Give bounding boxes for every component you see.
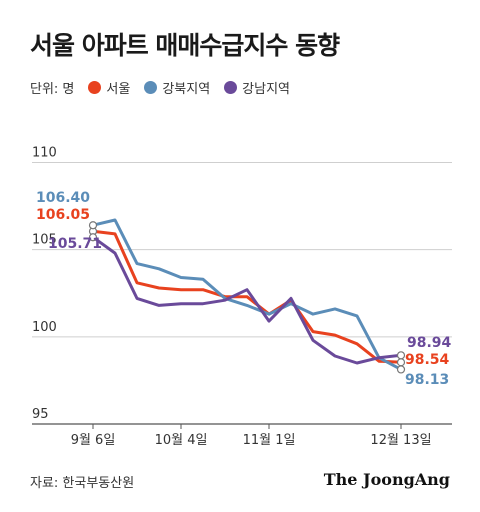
source-note: 자료: 한국부동산원 <box>30 476 135 491</box>
unit-label: 단위: 명 <box>30 82 75 97</box>
x-tick-label: 11월 1일 <box>243 433 296 448</box>
y-tick-label: 95 <box>32 407 49 422</box>
endpoint-marker <box>88 221 98 230</box>
endpoint-marker <box>396 351 406 360</box>
legend: 단위: 명 서울 강북지역 강남지역 <box>30 78 304 97</box>
chart-title: 서울 아파트 매매수급지수 동향 <box>30 31 340 60</box>
legend-item-seoul: 서울 <box>88 78 130 97</box>
start-value-label: 105.71 <box>48 236 102 252</box>
end-value-label: 98.13 <box>405 372 449 388</box>
x-tick-label: 9월 6일 <box>71 433 116 448</box>
end-value-label: 98.54 <box>405 352 450 368</box>
y-tick-label: 100 <box>32 320 57 335</box>
end-value-label: 98.94 <box>407 335 452 351</box>
legend-dot-seoul <box>88 81 102 94</box>
legend-item-gangnam: 강남지역 <box>224 78 290 97</box>
legend-dot-gangbuk <box>144 81 158 94</box>
series-line-2 <box>91 235 403 365</box>
legend-item-gangbuk: 강북지역 <box>144 78 210 97</box>
y-tick-label: 110 <box>32 145 57 160</box>
series-line-0 <box>91 229 403 364</box>
start-value-label: 106.40 <box>36 190 90 206</box>
endpoint-marker <box>396 358 406 367</box>
series-line-1 <box>91 218 403 371</box>
start-value-label: 106.05 <box>36 207 90 223</box>
y-tick-label: 105 <box>32 233 57 248</box>
legend-dot-gangnam <box>224 81 238 94</box>
legend-label-gangnam: 강남지역 <box>242 82 291 97</box>
x-tick-label: 10월 4일 <box>155 433 208 448</box>
endpoint-marker <box>396 365 406 374</box>
endpoint-marker <box>88 233 98 242</box>
brand-logo: The JoongAng <box>323 470 450 489</box>
legend-label-gangbuk: 강북지역 <box>162 82 211 97</box>
legend-label-seoul: 서울 <box>106 82 131 97</box>
x-tick-label: 12월 13일 <box>370 433 431 448</box>
